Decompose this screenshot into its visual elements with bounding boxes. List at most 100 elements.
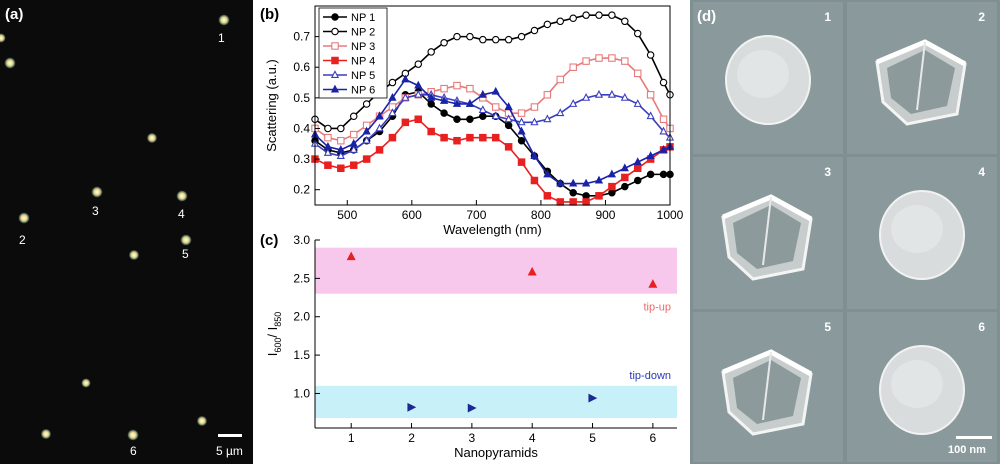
data-point: [375, 146, 384, 154]
data-point: [556, 75, 565, 84]
data-point: [621, 182, 629, 191]
data-point: [633, 157, 642, 166]
data-point: [388, 108, 397, 117]
y-tick-label: 0.4: [293, 121, 310, 135]
particle-label: 2: [19, 233, 26, 247]
sem-image-number: 6: [978, 320, 985, 334]
data-point: [517, 32, 526, 41]
data-point: [388, 92, 397, 101]
scattering-chart: 500 600 700 800 900 1000 0.2 0.3 0.4 0.5 0.6 0.7 Wav…: [264, 5, 684, 237]
x-tick-label: 5: [589, 431, 596, 445]
particle-extra: [40, 428, 52, 440]
nanoparticle-shape: [693, 312, 843, 462]
legend-marker: [331, 42, 339, 50]
nanoparticle-shape: [693, 2, 843, 154]
data-point: [466, 32, 474, 41]
data-point: [440, 84, 448, 93]
sem-image-number: 5: [824, 320, 831, 334]
data-point: [401, 118, 410, 127]
y-tick-label: 0.7: [293, 30, 310, 44]
data-point: [595, 54, 603, 62]
data-point: [594, 89, 604, 98]
data-point: [349, 112, 358, 120]
legend-entry: NP 6: [351, 85, 375, 97]
data-point: [594, 175, 604, 184]
x-axis-label: Wavelength (nm): [443, 222, 542, 237]
data-point: [407, 402, 417, 412]
x-tick-label: 6: [650, 431, 657, 445]
data-point: [517, 136, 526, 145]
data-point: [349, 130, 358, 139]
data-point: [646, 151, 655, 159]
legend-marker: [331, 27, 339, 36]
data-point: [491, 35, 500, 44]
data-point: [621, 173, 629, 182]
data-point: [414, 115, 423, 124]
panel-a-label: (a): [5, 6, 24, 23]
sem-image: 2: [847, 2, 997, 154]
data-point: [588, 393, 598, 403]
data-point: [620, 92, 629, 101]
shaded-band: [315, 247, 677, 294]
darkfield-image-panel: (a) 1 2 3 4 5 6 5: [0, 0, 253, 464]
data-point: [648, 279, 658, 288]
sem-image-number: 1: [824, 10, 831, 24]
data-point: [478, 105, 487, 114]
particle-extra: [81, 378, 91, 388]
data-point: [569, 189, 577, 197]
y-tick-label: 2.5: [293, 271, 310, 285]
data-point: [414, 89, 423, 98]
data-point: [633, 176, 642, 185]
sem-scale-bar: [956, 436, 992, 439]
data-point: [517, 126, 526, 135]
data-point: [427, 100, 435, 108]
data-point: [337, 124, 345, 133]
particle-2: [18, 212, 30, 224]
data-point: [646, 111, 655, 120]
data-point: [608, 54, 616, 62]
data-point: [323, 148, 333, 156]
legend-entry: NP 2: [351, 27, 375, 39]
scale-bar: [218, 434, 242, 437]
data-point: [323, 141, 333, 150]
panel-d-label: (d): [697, 8, 717, 25]
data-point: [607, 89, 617, 98]
y-tick-label: 0.5: [293, 91, 310, 105]
data-point: [607, 169, 617, 178]
data-point: [427, 92, 436, 101]
particle-extra: [146, 132, 158, 144]
x-tick-label: 1000: [657, 208, 684, 222]
data-point: [346, 251, 356, 261]
data-point: [608, 182, 616, 191]
data-point: [504, 35, 513, 44]
data-point: [491, 103, 500, 111]
x-tick-label: 500: [337, 208, 357, 222]
data-point: [349, 138, 358, 147]
legend-entry: NP 1: [351, 12, 375, 24]
x-tick-label: 600: [402, 208, 422, 222]
data-point: [479, 133, 487, 142]
data-point: [659, 145, 668, 153]
data-point: [608, 189, 616, 197]
data-point: [324, 124, 332, 133]
sem-image: 3: [693, 157, 843, 309]
sem-image: 5: [693, 312, 843, 462]
data-point: [491, 111, 500, 120]
data-point: [569, 14, 577, 22]
data-point: [569, 63, 577, 71]
y-tick-label: 0.6: [293, 60, 310, 74]
data-point: [336, 151, 345, 159]
data-point: [517, 117, 526, 126]
data-point: [324, 133, 332, 142]
data-point: [375, 123, 384, 132]
panel-c-label: (c): [260, 232, 279, 249]
shaded-band: [315, 385, 677, 419]
data-point: [646, 91, 655, 99]
legend-marker: [330, 70, 340, 78]
data-point: [543, 20, 552, 29]
data-point: [478, 89, 487, 98]
data-point: [543, 91, 552, 99]
x-tick-label: 2: [408, 431, 415, 445]
legend-box: [318, 7, 388, 99]
data-point: [337, 164, 345, 173]
